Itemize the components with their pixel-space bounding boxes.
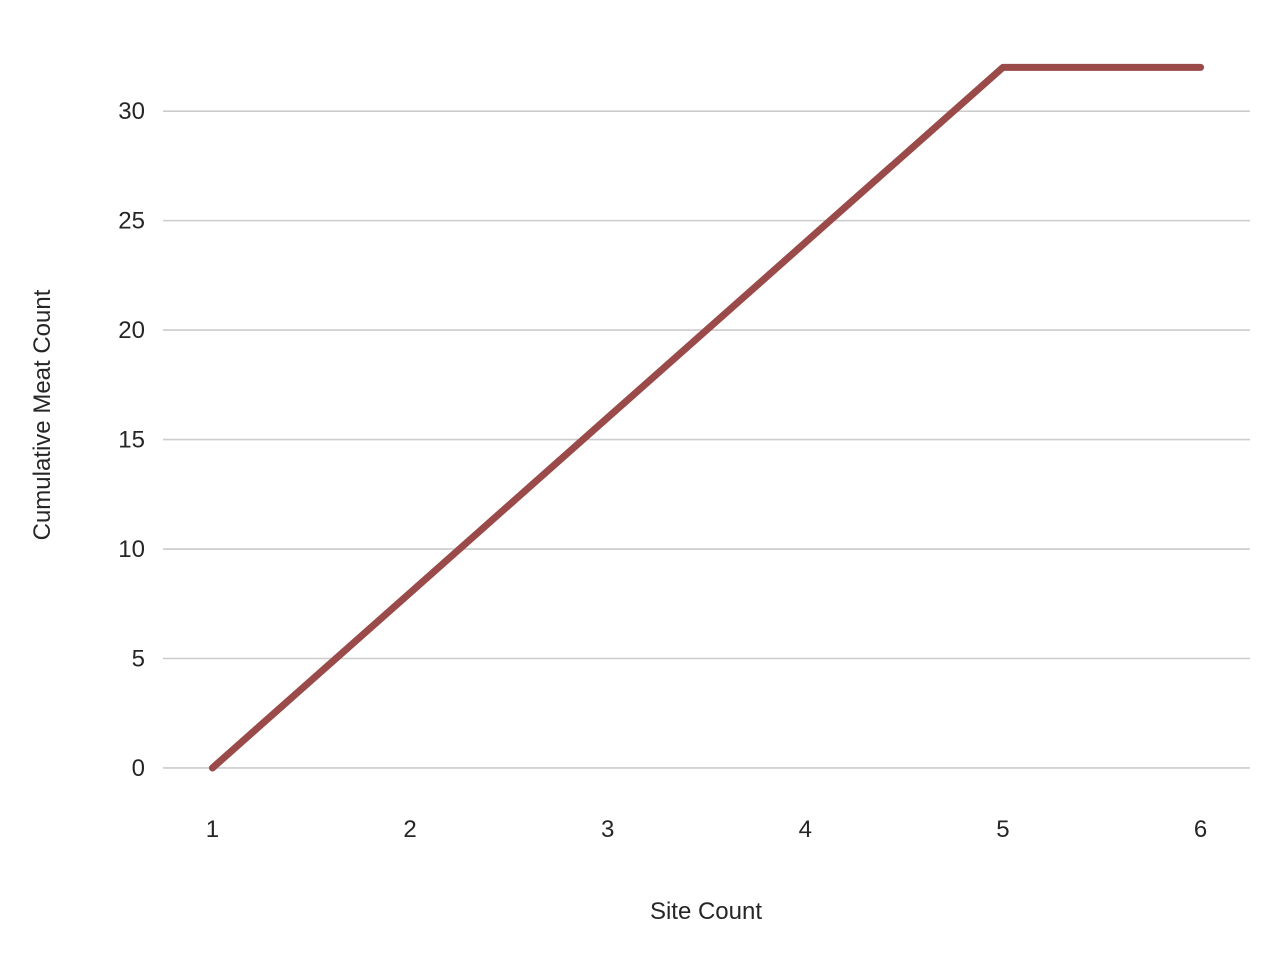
x-tick-label: 1 [206,816,219,843]
y-tick-label: 5 [132,646,145,673]
x-tick-labels: 1 2 3 4 5 6 [206,816,1208,843]
x-tick-label: 5 [996,816,1009,843]
y-tick-label: 25 [118,208,145,235]
x-tick-label: 2 [403,816,416,843]
y-tick-labels: 0 5 10 15 20 25 30 [118,98,145,782]
y-axis-label: Cumulative Meat Count [29,289,56,540]
y-tick-label: 0 [132,755,145,782]
x-tick-label: 6 [1194,816,1207,843]
y-tick-label: 20 [118,317,145,344]
y-tick-label: 30 [118,98,145,125]
y-tick-label: 15 [118,427,145,454]
series-layer [208,63,1205,772]
x-tick-label: 4 [799,816,812,843]
series-line [208,63,1205,772]
y-tick-label: 10 [118,536,145,563]
x-tick-label: 3 [601,816,614,843]
x-axis-label: Site Count [650,898,762,925]
